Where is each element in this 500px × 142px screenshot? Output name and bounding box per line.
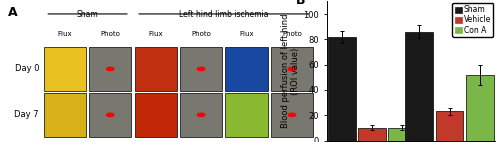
Polygon shape <box>89 47 132 91</box>
Polygon shape <box>271 47 313 91</box>
Polygon shape <box>180 93 222 137</box>
Circle shape <box>106 67 114 71</box>
Bar <box>466 75 494 141</box>
Polygon shape <box>44 47 86 91</box>
Y-axis label: Blood perfusion of left hind
(ROI value): Blood perfusion of left hind (ROI value) <box>281 14 300 128</box>
Circle shape <box>288 67 296 71</box>
Text: Day 7: Day 7 <box>14 110 39 119</box>
Bar <box>328 37 355 141</box>
Polygon shape <box>226 47 268 91</box>
Text: Day 0: Day 0 <box>14 64 39 73</box>
Polygon shape <box>226 93 268 137</box>
Bar <box>406 32 433 141</box>
Bar <box>388 128 416 141</box>
Polygon shape <box>134 93 177 137</box>
Circle shape <box>198 67 205 71</box>
Polygon shape <box>44 93 86 137</box>
Text: Photo: Photo <box>191 31 211 37</box>
Polygon shape <box>271 93 313 137</box>
Polygon shape <box>89 93 132 137</box>
Text: B: B <box>296 0 306 8</box>
Circle shape <box>288 113 296 116</box>
Text: Left hind limb ischemia: Left hind limb ischemia <box>179 10 268 19</box>
Text: Flux: Flux <box>148 31 163 37</box>
Legend: Sham, Vehicle, Con A: Sham, Vehicle, Con A <box>452 3 494 37</box>
Bar <box>436 111 464 141</box>
Text: Photo: Photo <box>100 31 120 37</box>
Text: Flux: Flux <box>58 31 72 37</box>
Text: A: A <box>8 6 18 19</box>
Circle shape <box>198 113 205 116</box>
Text: Flux: Flux <box>239 31 254 37</box>
Text: Photo: Photo <box>282 31 302 37</box>
Polygon shape <box>180 47 222 91</box>
Polygon shape <box>134 47 177 91</box>
Circle shape <box>106 113 114 116</box>
Text: Sham: Sham <box>76 10 98 19</box>
Bar <box>358 128 386 141</box>
